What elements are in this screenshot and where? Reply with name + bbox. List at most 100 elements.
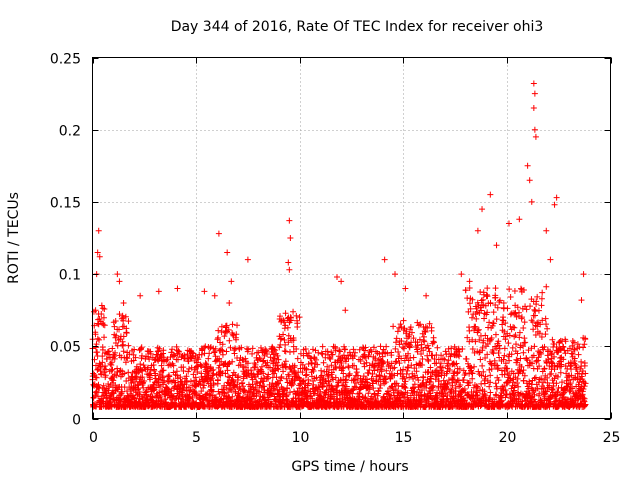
data-point xyxy=(202,343,209,350)
data-point xyxy=(543,283,550,290)
data-point xyxy=(487,379,494,386)
data-point xyxy=(264,350,271,357)
data-point xyxy=(580,344,587,351)
data-point xyxy=(408,329,415,336)
data-point xyxy=(109,345,116,352)
data-point xyxy=(294,355,301,362)
data-point xyxy=(309,395,316,402)
data-point xyxy=(158,368,165,375)
data-point xyxy=(538,302,545,309)
data-point xyxy=(442,348,449,355)
data-point xyxy=(392,386,399,393)
data-point xyxy=(352,349,359,356)
data-point xyxy=(333,273,340,280)
data-point xyxy=(111,355,118,362)
data-point xyxy=(190,371,197,378)
data-point xyxy=(160,347,167,354)
data-point xyxy=(411,381,418,388)
data-point xyxy=(98,311,105,318)
data-point xyxy=(496,354,503,361)
data-point xyxy=(195,356,202,363)
data-point xyxy=(114,271,121,278)
data-point xyxy=(192,383,199,390)
data-point xyxy=(186,387,193,394)
data-point xyxy=(302,346,309,353)
data-point xyxy=(524,162,531,169)
data-point xyxy=(514,350,521,357)
data-point xyxy=(285,259,292,266)
data-point xyxy=(313,356,320,363)
data-point xyxy=(531,391,538,398)
data-point xyxy=(157,383,164,390)
data-point xyxy=(207,364,214,371)
data-point xyxy=(210,388,217,395)
data-point xyxy=(219,351,226,358)
data-point xyxy=(472,338,479,345)
data-point xyxy=(542,331,549,338)
data-point xyxy=(351,353,358,360)
data-point xyxy=(487,389,494,396)
data-point xyxy=(477,356,484,363)
data-point xyxy=(231,350,238,357)
data-point xyxy=(551,375,558,382)
data-point xyxy=(422,323,429,330)
data-point xyxy=(486,383,493,390)
data-point xyxy=(181,355,188,362)
data-point xyxy=(112,382,119,389)
data-point xyxy=(499,321,506,328)
data-point xyxy=(479,362,486,369)
data-point xyxy=(507,311,514,318)
data-point xyxy=(156,371,163,378)
data-point xyxy=(327,395,334,402)
data-point xyxy=(281,337,288,344)
data-point xyxy=(122,313,129,320)
data-point xyxy=(353,369,360,376)
data-point xyxy=(351,362,358,369)
data-point xyxy=(495,350,502,357)
data-point xyxy=(568,372,575,379)
data-point xyxy=(385,388,392,395)
data-point xyxy=(535,307,542,314)
data-point xyxy=(380,360,387,367)
data-point xyxy=(282,348,289,355)
data-point xyxy=(547,256,554,263)
data-point xyxy=(128,379,135,386)
data-point xyxy=(474,327,481,334)
data-point xyxy=(252,384,259,391)
data-point xyxy=(534,357,541,364)
data-point xyxy=(200,402,207,409)
data-point xyxy=(398,337,405,344)
data-point xyxy=(402,378,409,385)
data-point xyxy=(201,344,208,351)
data-point xyxy=(475,326,482,333)
data-point xyxy=(466,327,473,334)
data-point xyxy=(521,335,528,342)
data-point xyxy=(318,367,325,374)
data-point xyxy=(487,372,494,379)
data-point xyxy=(520,343,527,350)
data-point xyxy=(287,314,294,321)
data-point xyxy=(562,338,569,345)
x-tick-label: 0 xyxy=(89,430,98,446)
data-point xyxy=(486,319,493,326)
data-point xyxy=(484,341,491,348)
data-point xyxy=(99,346,106,353)
data-point xyxy=(471,363,478,370)
data-point xyxy=(484,293,491,300)
data-point xyxy=(423,381,430,388)
data-point xyxy=(492,331,499,338)
data-point xyxy=(496,345,503,352)
data-point xyxy=(213,371,220,378)
data-point xyxy=(413,368,420,375)
data-point xyxy=(418,351,425,358)
data-point xyxy=(543,321,550,328)
data-point xyxy=(473,315,480,322)
data-point xyxy=(346,349,353,356)
data-point xyxy=(581,383,588,390)
data-point xyxy=(123,330,130,337)
scatter-points xyxy=(89,80,589,410)
data-point xyxy=(197,362,204,369)
data-point xyxy=(469,375,476,382)
data-point xyxy=(426,348,433,355)
data-point xyxy=(206,391,213,398)
